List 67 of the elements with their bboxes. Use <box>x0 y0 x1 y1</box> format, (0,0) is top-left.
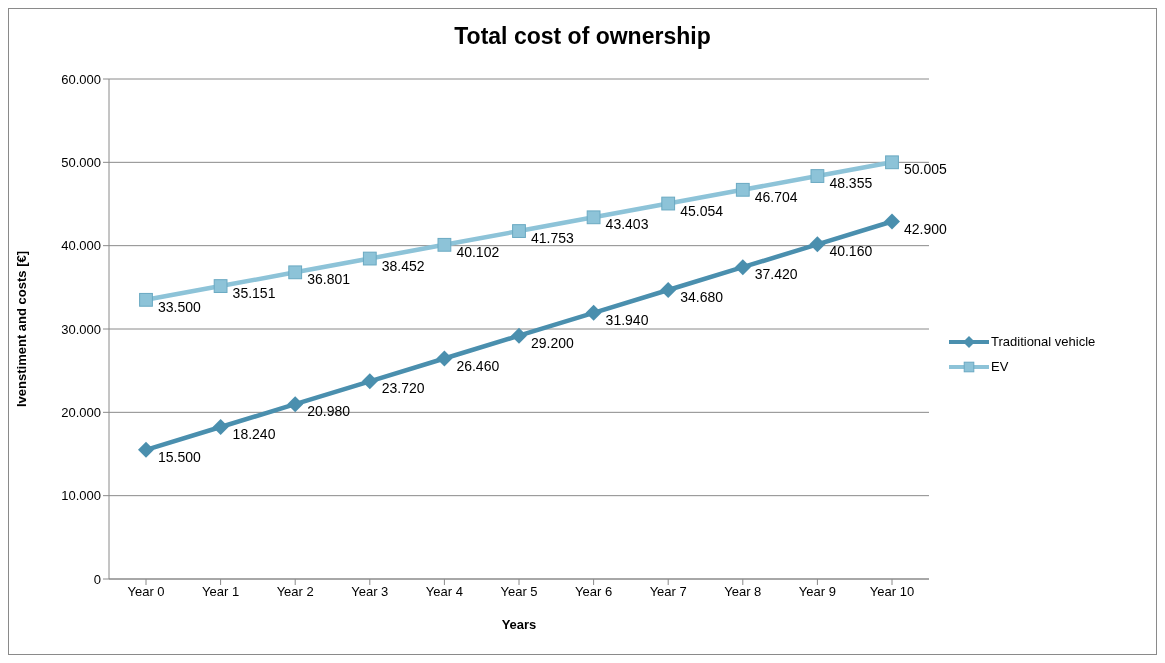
x-tick-label: Year 5 <box>500 584 538 600</box>
data-label: 41.753 <box>531 230 575 247</box>
data-label: 33.500 <box>158 298 202 315</box>
y-tick-label: 10.000 <box>61 488 101 504</box>
data-label: 20.980 <box>307 403 351 420</box>
point <box>288 265 303 280</box>
point <box>212 419 229 435</box>
data-label: 36.801 <box>307 271 351 288</box>
y-tick-label: 60.000 <box>61 71 101 87</box>
data-label: 46.704 <box>754 188 798 205</box>
y-tick-label: 30.000 <box>61 321 101 337</box>
x-tick-label: Year 6 <box>575 584 613 600</box>
point <box>512 224 526 238</box>
data-label: 38.452 <box>381 257 425 274</box>
data-label: 35.151 <box>232 285 276 302</box>
y-tick-label: 40.000 <box>61 238 101 254</box>
x-axis-title: Years <box>501 617 537 632</box>
data-label: 31.940 <box>605 311 649 328</box>
y-tick-label: 0 <box>93 571 101 587</box>
point <box>884 213 900 230</box>
y-tick-label: 50.000 <box>61 154 101 170</box>
x-tick-label: Year 3 <box>351 584 389 600</box>
point <box>139 292 153 307</box>
point <box>361 373 378 390</box>
point <box>809 236 826 253</box>
point <box>436 350 453 367</box>
data-label: 45.054 <box>680 202 724 219</box>
data-label: 43.403 <box>605 216 649 233</box>
point <box>213 279 228 293</box>
x-tick-label: Year 7 <box>649 584 687 600</box>
x-tick-label: Year 2 <box>276 584 314 600</box>
point <box>885 155 899 170</box>
point <box>138 441 154 458</box>
x-tick-label: Year 10 <box>869 584 915 600</box>
point <box>734 259 751 276</box>
data-label: 40.102 <box>456 243 500 260</box>
data-label: 40.160 <box>829 243 873 260</box>
data-label: 37.420 <box>754 266 798 283</box>
chart-title: Total cost of ownership <box>453 23 712 51</box>
data-label: 18.240 <box>232 426 276 442</box>
point <box>362 251 377 266</box>
data-label: 42.900 <box>904 220 948 237</box>
point <box>660 282 677 298</box>
legend-label: EV <box>991 359 1009 374</box>
x-tick-label: Year 4 <box>425 584 463 600</box>
point <box>437 237 452 252</box>
x-tick-label: Year 1 <box>202 584 240 600</box>
point <box>287 396 304 413</box>
data-label: 23.720 <box>381 380 425 397</box>
data-label: 50.005 <box>904 161 948 178</box>
legend-label: Traditional vehicle <box>991 334 1096 349</box>
point <box>661 196 676 211</box>
data-label: 48.355 <box>829 175 873 192</box>
data-label: 34.680 <box>680 289 724 305</box>
x-tick-label: Year 8 <box>724 584 762 600</box>
point <box>810 169 825 183</box>
x-tick-label: Year 0 <box>127 584 165 600</box>
point <box>586 210 601 225</box>
y-axis-title: Ivenstiment and costs [€] <box>13 250 29 408</box>
x-tick-label: Year 9 <box>798 584 836 600</box>
data-label: 29.200 <box>531 334 575 351</box>
data-label: 15.500 <box>158 448 202 465</box>
data-label: 26.460 <box>456 357 500 374</box>
point <box>511 327 527 344</box>
point <box>735 182 750 197</box>
y-tick-label: 20.000 <box>61 404 101 420</box>
point <box>585 304 602 321</box>
